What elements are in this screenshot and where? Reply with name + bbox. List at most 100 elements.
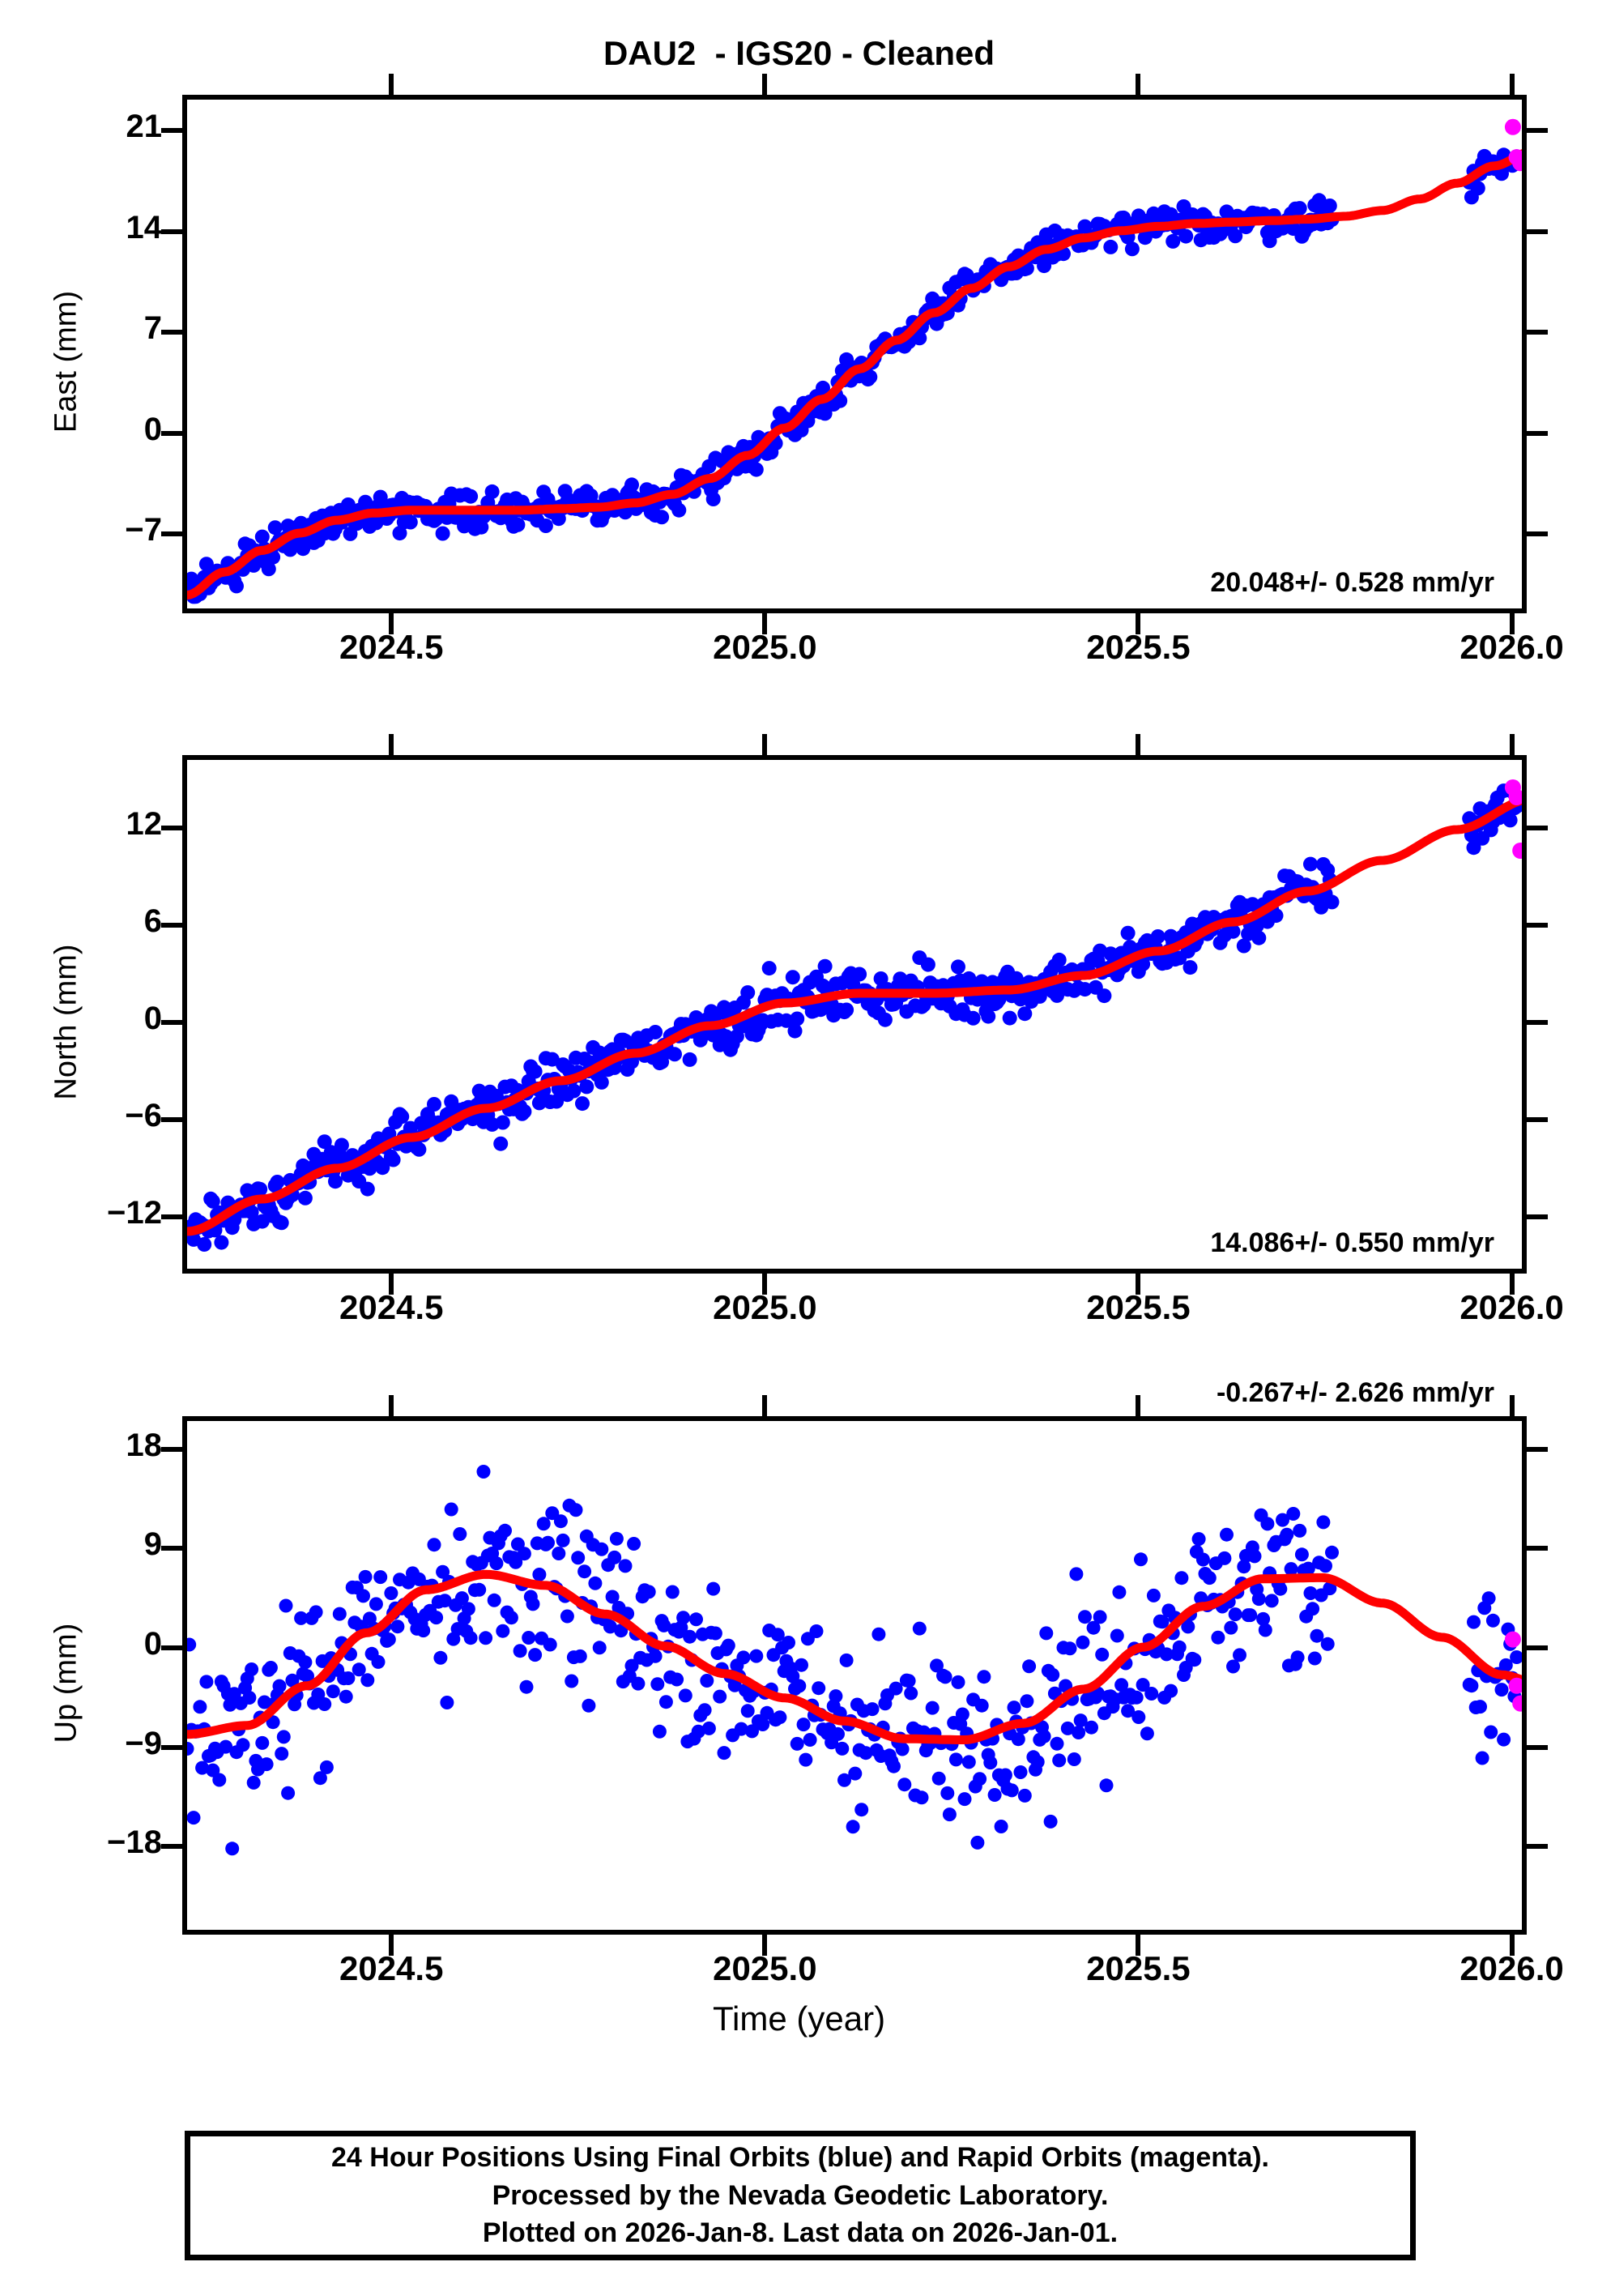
data-point-final-orbit xyxy=(311,1688,326,1701)
data-point-final-orbit xyxy=(961,971,977,986)
data-point-final-orbit xyxy=(579,1079,594,1095)
data-point-final-orbit xyxy=(1307,1651,1322,1666)
ytick-mark xyxy=(1527,430,1548,436)
data-point-final-orbit xyxy=(1121,1704,1136,1718)
data-point-final-orbit xyxy=(1067,1752,1081,1766)
data-point-final-orbit xyxy=(522,1631,536,1645)
data-point-final-orbit xyxy=(1183,960,1198,975)
ytick-label: −12 xyxy=(107,1195,162,1231)
data-point-final-orbit xyxy=(463,489,479,504)
data-point-final-orbit xyxy=(930,1658,944,1673)
data-point-final-orbit xyxy=(1129,1690,1144,1705)
panel-up-frame xyxy=(182,1416,1527,1935)
data-point-final-orbit xyxy=(895,1742,910,1756)
data-point-final-orbit xyxy=(358,494,373,510)
data-point-final-orbit xyxy=(254,1214,270,1229)
data-point-final-orbit xyxy=(453,1527,467,1541)
data-point-final-orbit xyxy=(1172,1640,1187,1654)
data-point-final-orbit xyxy=(706,1581,721,1596)
data-point-final-orbit xyxy=(266,549,281,565)
data-point-final-orbit xyxy=(785,970,800,985)
data-point-final-orbit xyxy=(461,1602,475,1616)
data-point-final-orbit xyxy=(1069,1567,1084,1581)
data-point-final-orbit xyxy=(1484,1725,1498,1739)
data-point-final-orbit xyxy=(734,1722,748,1736)
data-point-final-orbit xyxy=(1211,1630,1225,1645)
data-point-final-orbit xyxy=(429,1611,444,1625)
data-point-final-orbit xyxy=(427,1097,441,1112)
data-point-final-orbit xyxy=(274,1215,289,1231)
data-point-final-orbit xyxy=(538,519,553,533)
data-point-final-orbit xyxy=(259,1757,274,1772)
ytick-mark xyxy=(161,430,182,436)
ytick-mark xyxy=(161,923,182,928)
data-point-final-orbit xyxy=(955,1707,969,1722)
data-point-final-orbit xyxy=(495,1115,510,1130)
data-point-final-orbit xyxy=(665,1585,680,1599)
data-point-final-orbit xyxy=(1191,1532,1206,1547)
data-point-final-orbit xyxy=(223,1697,237,1712)
data-point-final-orbit xyxy=(1228,228,1243,244)
data-point-final-orbit xyxy=(1280,1527,1294,1542)
data-point-final-orbit xyxy=(812,1681,826,1696)
data-point-final-orbit xyxy=(627,1537,641,1551)
data-point-final-orbit xyxy=(493,1136,509,1151)
data-point-final-orbit xyxy=(877,1012,893,1027)
data-point-final-orbit xyxy=(697,1703,712,1718)
xtick-mark xyxy=(1509,1395,1515,1416)
panel-up-rate: -0.267+/- 2.626 mm/yr xyxy=(1216,1377,1494,1408)
data-point-final-orbit xyxy=(795,1658,808,1672)
data-point-final-orbit xyxy=(770,1628,785,1642)
data-point-final-orbit xyxy=(809,1624,824,1638)
panel-up-plot-area xyxy=(187,1465,1522,1856)
data-point-final-orbit xyxy=(786,1669,800,1684)
data-point-final-orbit xyxy=(254,529,270,544)
data-point-final-orbit xyxy=(394,1109,410,1125)
panel-north-rate: 14.086+/- 0.550 mm/yr xyxy=(1210,1227,1494,1258)
data-point-final-orbit xyxy=(479,1631,493,1645)
data-point-final-orbit xyxy=(957,1792,972,1807)
data-point-final-orbit xyxy=(285,1673,300,1688)
data-point-final-orbit xyxy=(1140,1726,1154,1741)
xtick-mark xyxy=(389,1274,394,1295)
data-point-final-orbit xyxy=(650,1677,665,1692)
data-point-final-orbit xyxy=(994,1820,1008,1833)
data-point-final-orbit xyxy=(657,1618,671,1632)
data-point-final-orbit xyxy=(375,1160,390,1176)
data-point-final-orbit xyxy=(912,331,927,346)
data-point-final-orbit xyxy=(296,541,311,557)
ytick-mark xyxy=(161,1020,182,1025)
ytick-mark xyxy=(1527,128,1548,134)
ytick-label: −9 xyxy=(125,1725,162,1761)
data-point-final-orbit xyxy=(792,1679,807,1693)
data-point-final-orbit xyxy=(517,1104,532,1119)
data-point-final-orbit xyxy=(831,1726,845,1741)
ytick-mark xyxy=(1527,1117,1548,1122)
data-point-final-orbit xyxy=(773,1710,787,1725)
ytick-label: −7 xyxy=(125,512,162,548)
data-point-final-orbit xyxy=(1286,1507,1301,1521)
data-point-final-orbit xyxy=(1114,1678,1129,1692)
data-point-final-orbit xyxy=(1030,1755,1045,1769)
ytick-mark xyxy=(1527,1844,1548,1850)
ytick-mark xyxy=(1527,826,1548,830)
data-point-final-orbit xyxy=(1251,1592,1266,1607)
data-point-final-orbit xyxy=(206,1763,220,1777)
ytick-label: 7 xyxy=(143,310,162,347)
xtick-mark xyxy=(389,613,394,634)
data-point-final-orbit xyxy=(648,1025,663,1039)
xtick-mark xyxy=(1136,74,1141,95)
data-point-rapid-orbit xyxy=(1512,1695,1522,1712)
ytick-mark xyxy=(161,531,182,537)
data-point-final-orbit xyxy=(873,971,888,986)
data-point-final-orbit xyxy=(309,1605,323,1620)
data-point-final-orbit xyxy=(219,1739,233,1754)
ytick-label: 12 xyxy=(126,806,163,842)
ytick-mark xyxy=(1527,1744,1548,1750)
data-point-final-orbit xyxy=(1011,1732,1025,1747)
data-point-final-orbit xyxy=(358,1569,373,1584)
ytick-mark xyxy=(1527,1645,1548,1650)
ytick-mark xyxy=(161,1744,182,1750)
data-point-final-orbit xyxy=(187,1811,201,1825)
data-point-final-orbit xyxy=(435,526,450,541)
